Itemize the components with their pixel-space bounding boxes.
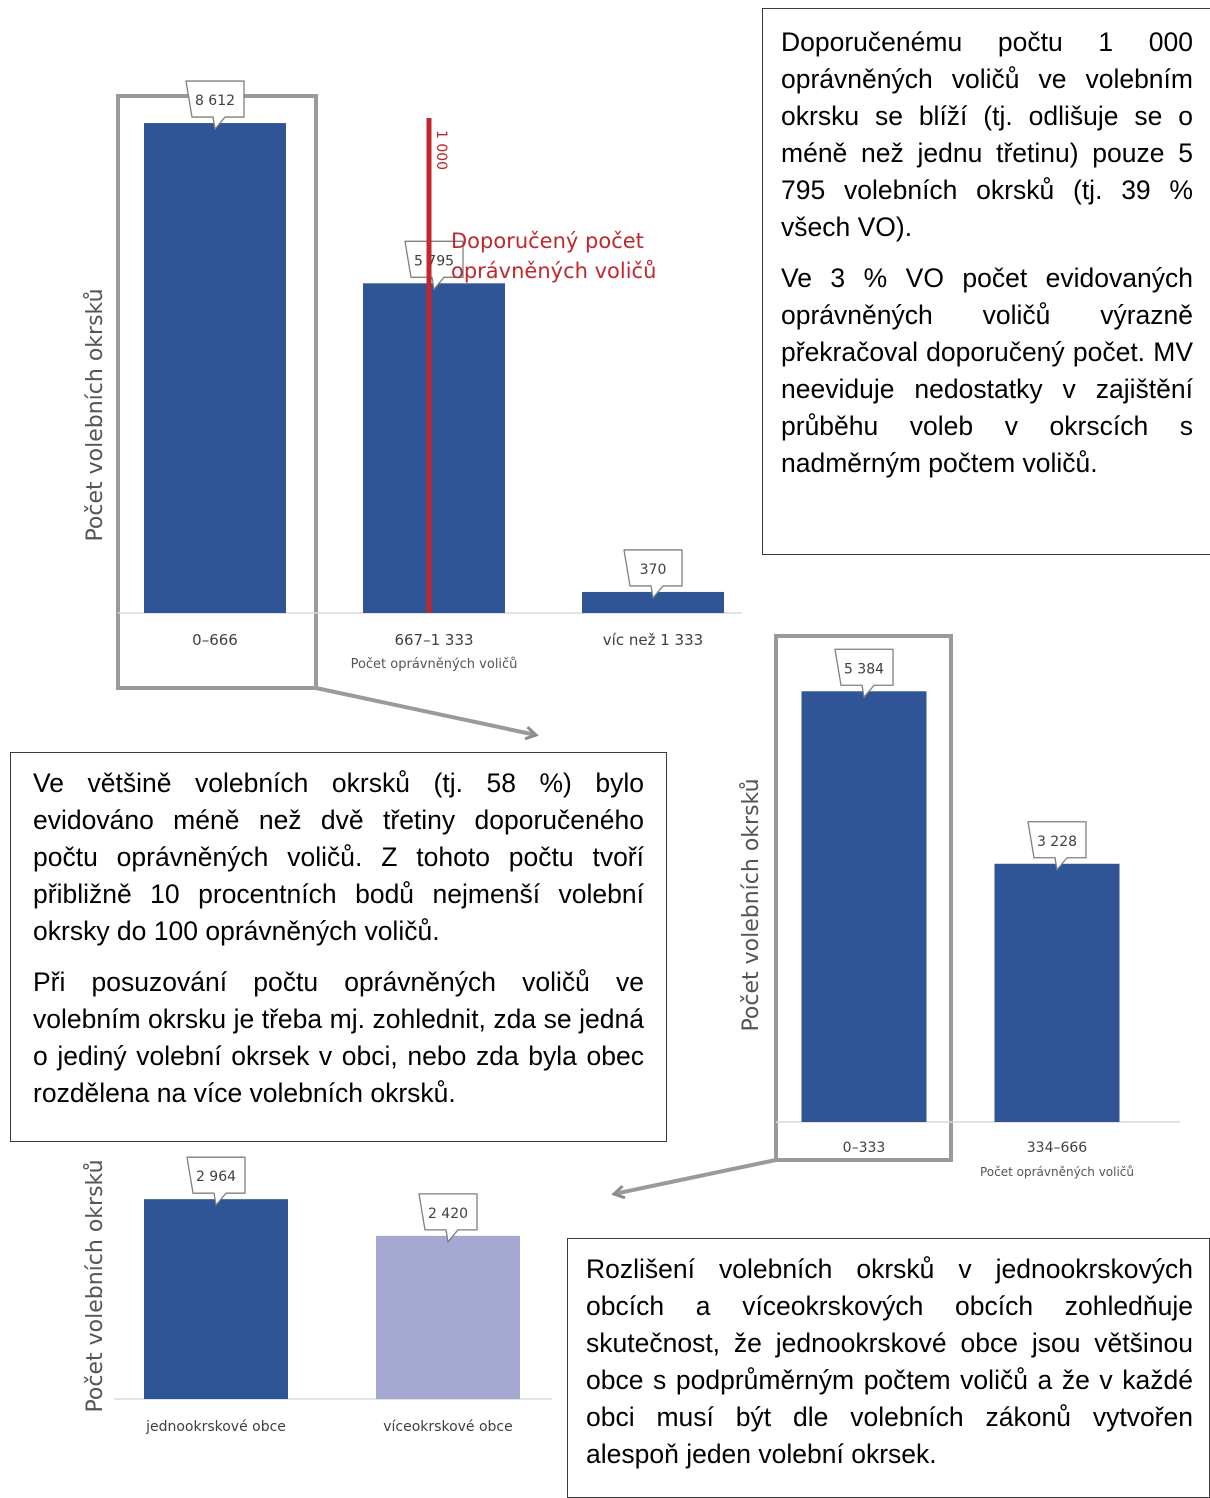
bar-1	[363, 283, 505, 613]
x-tick-label-0: 0–666	[192, 631, 238, 649]
x-axis-label: Počet oprávněných voličů	[351, 657, 518, 672]
x-tick-label-0: jednookrskové obce	[145, 1419, 286, 1435]
x-tick-label-1: 667–1 333	[394, 631, 473, 649]
note-majority-districts: Ve většině volebních okrsků (tj. 58 %) b…	[10, 752, 667, 1142]
data-label-callout-0	[834, 648, 894, 698]
connector-arrow-2	[614, 1158, 777, 1194]
data-label-callout-0	[185, 80, 245, 130]
data-label-callout-2	[623, 549, 683, 599]
chart-districts-by-voters: Počet volebních okrsků Počet oprávněných…	[83, 80, 742, 672]
y-axis-label: Počet volebních okrsků	[739, 778, 764, 1031]
data-label-callout-1	[404, 240, 464, 290]
x-tick-label-1: víceokrskové obce	[383, 1419, 513, 1435]
chart-municipality-type: Počet volebních okrsků 2 964 jednookrskov…	[83, 1156, 552, 1435]
x-tick-label-0: 0–333	[843, 1140, 886, 1156]
note-paragraph: Doporučenému počtu 1 000 oprávněných vol…	[781, 27, 1193, 242]
data-label-1: 3 228	[1037, 834, 1077, 850]
y-axis-label: Počet volebních okrsků	[83, 1159, 108, 1412]
highlight-frame-0-333	[774, 634, 953, 1162]
x-tick-label-1: 334–666	[1027, 1140, 1088, 1156]
bar-1	[994, 863, 1120, 1122]
note-municipality-types: Rozlišení volebních okrsků v jednookrsko…	[567, 1238, 1210, 1498]
data-label-0: 2 964	[196, 1169, 236, 1185]
bar-1	[376, 1235, 520, 1399]
x-axis-label: Počet oprávněných voličů	[980, 1165, 1134, 1179]
data-label-callout-0	[186, 1156, 246, 1206]
x-tick-label-2: víc než 1 333	[603, 631, 703, 649]
data-label-callout-1	[1027, 821, 1087, 871]
reference-line-label: oprávněných voličů	[451, 259, 656, 283]
note-paragraph: Při posuzování počtu oprávněných voličů …	[33, 967, 644, 1108]
data-label-0: 8 612	[195, 93, 235, 109]
note-paragraph: Ve většině volebních okrsků (tj. 58 %) b…	[33, 768, 644, 946]
data-label-1: 2 420	[428, 1206, 468, 1222]
note-paragraph: Ve 3 % VO počet evidovaných oprávněných …	[781, 263, 1193, 478]
bar-0	[144, 1199, 288, 1399]
chart-small-districts: Počet volebních okrsků Počet oprávněných…	[739, 648, 1180, 1179]
connector-arrow-1	[315, 686, 536, 735]
bar-2	[582, 591, 724, 613]
data-label-callout-1	[418, 1193, 478, 1243]
data-label-1: 5 795	[414, 253, 454, 269]
data-label-0: 5 384	[844, 661, 884, 677]
reference-line-label: Doporučený počet	[451, 229, 644, 253]
note-paragraph: Rozlišení volebních okrsků v jednookrsko…	[586, 1254, 1193, 1469]
bar-0	[801, 691, 927, 1122]
data-label-2: 370	[640, 562, 667, 578]
reference-line-value: 1 000	[433, 130, 449, 170]
bar-0	[144, 123, 286, 614]
note-recommended-count: Doporučenému počtu 1 000 oprávněných vol…	[762, 8, 1210, 555]
y-axis-label: Počet volebních okrsků	[83, 288, 108, 541]
